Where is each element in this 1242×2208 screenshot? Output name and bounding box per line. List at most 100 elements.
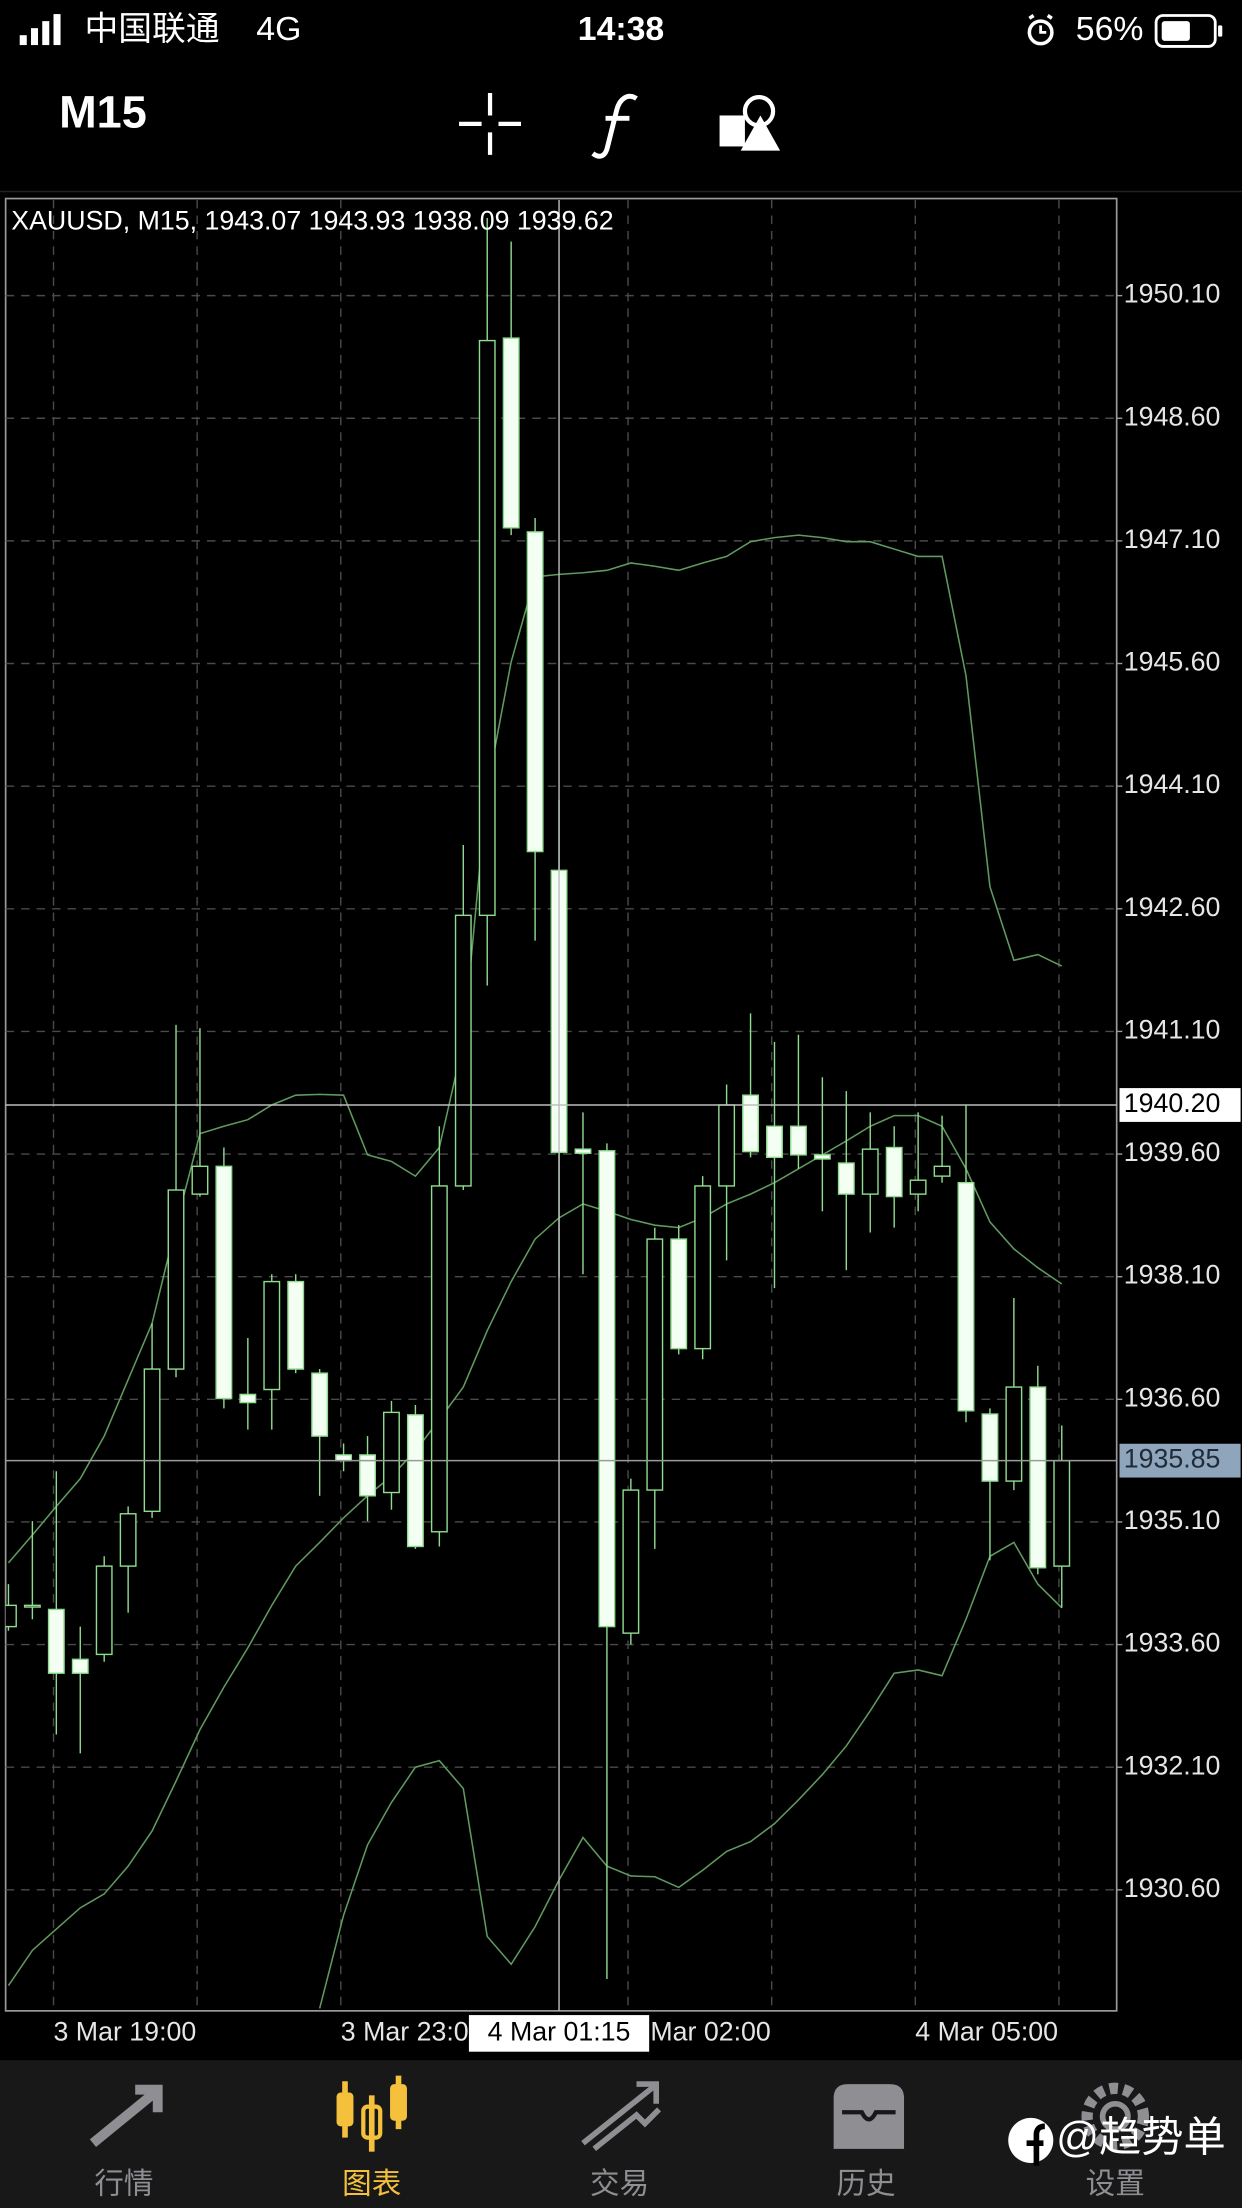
candle-body xyxy=(694,1185,712,1350)
chart-icon xyxy=(336,2075,407,2152)
candle-body xyxy=(646,1238,664,1491)
settings-icon xyxy=(1081,2082,1150,2151)
y-tick-label: 1941.10 xyxy=(1124,1014,1221,1044)
network: 4G xyxy=(256,10,301,48)
carrier: 中国联通 xyxy=(84,10,219,48)
candle-body xyxy=(335,1454,353,1462)
battery-percent: 56% xyxy=(1076,10,1144,48)
candle-body xyxy=(47,1608,65,1674)
toolbar: M15 xyxy=(0,86,1242,193)
current-price-label: 1935.85 xyxy=(1124,1444,1221,1474)
x-tick-label: 4 Mar 02:00 xyxy=(628,2016,771,2046)
chart-title: XAUUSD, M15, 1943.07 1943.93 1938.09 193… xyxy=(11,206,613,236)
candle-body xyxy=(526,531,544,853)
signal-bar xyxy=(53,14,61,46)
watermark: @趋势单 xyxy=(1008,2114,1226,2166)
crosshair-time-label: 4 Mar 01:15 xyxy=(488,2016,631,2046)
candle-body xyxy=(23,1604,41,1608)
candle-body xyxy=(861,1148,879,1195)
candle-body xyxy=(981,1413,999,1482)
candle-body xyxy=(789,1125,807,1156)
tab-label[interactable]: 图表 xyxy=(342,2167,401,2200)
y-tick-label: 1948.60 xyxy=(1124,401,1221,431)
tab-bar: 行情 图表 交易 历史 设置 @趋势单 xyxy=(0,2060,1242,2208)
tab-label[interactable]: 历史 xyxy=(836,2167,895,2200)
candle-body xyxy=(263,1280,281,1391)
watermark-text: @趋势单 xyxy=(1056,2114,1226,2161)
candle-body xyxy=(71,1658,89,1674)
candle-body xyxy=(215,1165,233,1400)
candle-body xyxy=(670,1238,688,1350)
signal-bar xyxy=(42,21,50,46)
y-tick-label: 1936.60 xyxy=(1124,1382,1221,1412)
y-tick-label: 1930.60 xyxy=(1124,1873,1221,1903)
candle-body xyxy=(478,339,496,917)
crosshair-time-box xyxy=(468,2015,650,2052)
candle-body xyxy=(502,337,520,529)
status-bar: 中国联通 4G 14:38 56% xyxy=(19,10,1223,48)
history-icon xyxy=(833,2084,905,2149)
battery-icon xyxy=(1154,14,1223,48)
x-tick-label: 4 Mar 05:00 xyxy=(915,2016,1058,2046)
candle-body xyxy=(167,1189,185,1370)
candle-body xyxy=(430,1185,448,1533)
candle-body xyxy=(957,1181,975,1412)
candle-body xyxy=(1029,1386,1047,1569)
candle-body xyxy=(143,1368,161,1513)
candle-body xyxy=(1053,1459,1071,1567)
candle-body xyxy=(742,1094,759,1153)
candle-body xyxy=(359,1454,376,1497)
quotes-icon xyxy=(89,2084,163,2148)
x-tick-label: 3 Mar 19:00 xyxy=(54,2016,197,2046)
y-tick-label: 1939.60 xyxy=(1124,1137,1221,1167)
y-tick-label: 1950.10 xyxy=(1124,279,1221,309)
y-tick-label: 1938.10 xyxy=(1124,1260,1221,1290)
candle-body xyxy=(574,1148,592,1154)
y-tick-label: 1944.10 xyxy=(1124,769,1221,799)
candle-body xyxy=(119,1513,137,1567)
candle-body xyxy=(718,1104,736,1187)
candle-body xyxy=(885,1146,903,1198)
y-tick-label: 1932.10 xyxy=(1124,1750,1221,1780)
objects-tool[interactable] xyxy=(719,95,781,151)
tab-label[interactable]: 行情 xyxy=(94,2167,153,2200)
candle-body xyxy=(1005,1386,1023,1482)
candle-body xyxy=(909,1179,927,1195)
indicator-tool[interactable] xyxy=(591,93,638,159)
alarm-icon xyxy=(1027,14,1054,46)
candle-body xyxy=(5,1604,17,1628)
clock: 14:38 xyxy=(578,10,664,48)
candle-body xyxy=(933,1165,951,1177)
timeframe-button[interactable]: M15 xyxy=(59,86,147,137)
candle-body xyxy=(406,1414,424,1548)
tab-label[interactable]: 设置 xyxy=(1086,2167,1145,2200)
candle-body xyxy=(239,1393,257,1404)
trade-icon xyxy=(581,2081,662,2152)
candle-body xyxy=(598,1150,616,1628)
y-tick-label: 1933.60 xyxy=(1124,1628,1221,1658)
candle-body xyxy=(454,914,472,1187)
signal-bar xyxy=(19,35,27,46)
candle-body xyxy=(287,1280,305,1370)
tab-label[interactable]: 交易 xyxy=(590,2167,649,2200)
crosshair-tool[interactable] xyxy=(459,92,522,155)
signal-bar xyxy=(30,28,39,46)
band-middle xyxy=(7,1114,1063,1986)
candle-body xyxy=(95,1565,113,1656)
candle-body xyxy=(383,1411,400,1494)
y-tick-label: 1942.60 xyxy=(1124,892,1221,922)
band-lower xyxy=(318,1541,1063,2009)
candle-body xyxy=(766,1125,783,1159)
y-tick-label: 1945.60 xyxy=(1124,647,1221,677)
current-price-box xyxy=(1119,1443,1241,1478)
crosshair-price-label: 1940.20 xyxy=(1124,1088,1221,1118)
candle-body xyxy=(813,1154,831,1160)
x-tick-label: 3 Mar 23:00 xyxy=(341,2016,484,2046)
candle-body xyxy=(311,1372,329,1437)
plot xyxy=(5,217,1071,2009)
candle-body xyxy=(191,1165,209,1195)
y-tick-label: 1947.10 xyxy=(1124,524,1221,554)
candle-body xyxy=(622,1489,640,1634)
